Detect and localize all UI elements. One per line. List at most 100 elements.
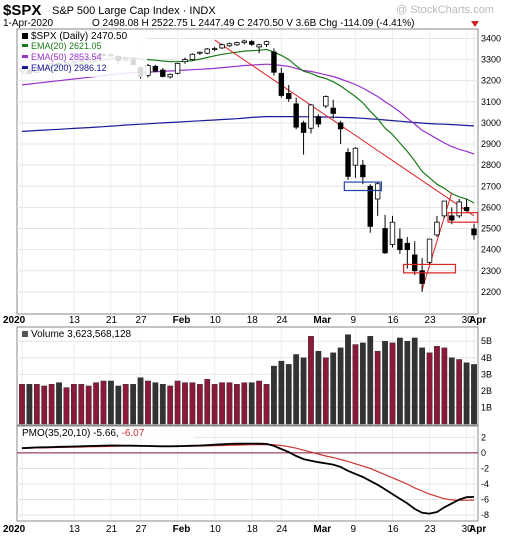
volume-bar — [26, 384, 33, 425]
volume-bar — [300, 357, 307, 425]
volume-bar — [337, 347, 344, 425]
price-tick-label: 3200 — [481, 76, 501, 86]
down-arrow-icon — [471, 21, 479, 27]
volume-bar — [293, 354, 300, 425]
volume-bar — [122, 384, 129, 425]
candle-body — [160, 69, 166, 77]
price-tick-label: 3400 — [481, 33, 501, 43]
date-tick-label: 30 — [462, 524, 474, 535]
candle-body — [300, 122, 307, 133]
pmo-line — [21, 442, 475, 515]
price-tick-label: 2600 — [481, 202, 501, 212]
candle-body — [419, 270, 425, 284]
volume-bar — [204, 379, 211, 425]
date-tick-label: 9 — [350, 315, 356, 326]
volume-bar — [411, 337, 418, 425]
date-tick-label: 23 — [425, 524, 437, 535]
volume-bar — [434, 346, 440, 425]
volume-tick-label: 4B — [481, 353, 492, 363]
volume-bar — [397, 337, 403, 425]
legend-ema200: EMA(200) 2986.12 — [31, 63, 107, 73]
volume-bar — [456, 359, 463, 425]
price-tick-label: 2400 — [481, 245, 501, 255]
candle-body — [286, 92, 292, 100]
volume-bar — [130, 384, 137, 425]
candle-body — [271, 51, 277, 73]
volume-bar — [100, 380, 107, 425]
pmo-signal-value: -6.07 — [122, 428, 145, 439]
candle-body — [426, 238, 433, 263]
candle-body — [241, 40, 247, 44]
price-tick-label: 2700 — [481, 181, 501, 191]
candle-body — [174, 62, 181, 74]
candle-body — [219, 44, 225, 49]
candle-body — [404, 242, 411, 251]
volume-bar — [211, 384, 218, 425]
volume-bar — [196, 384, 203, 425]
date-tick-label: 24 — [276, 315, 288, 326]
pmo-legend-bg — [19, 427, 194, 439]
volume-bar — [367, 336, 374, 425]
date-tick-label: 10 — [210, 315, 222, 326]
volume-bar — [152, 382, 159, 425]
legend-ema20: EMA(20) 2621.05 — [31, 41, 102, 51]
pmo-panel — [16, 425, 479, 522]
trendline — [214, 39, 475, 217]
highlight-box — [343, 181, 382, 192]
date-tick-label: Apr — [469, 315, 486, 326]
volume-bar — [137, 377, 144, 425]
exchange-name: INDX — [189, 5, 216, 17]
volume-bar — [359, 342, 366, 425]
volume-bar — [374, 350, 381, 425]
date-tick-label: 2020 — [3, 524, 26, 535]
date-tick-label: 21 — [106, 524, 118, 535]
candle-body — [182, 59, 188, 63]
candle-body — [256, 44, 262, 48]
candle-body — [189, 53, 196, 60]
volume-bar — [441, 347, 448, 425]
candle-body — [323, 96, 329, 107]
volume-tick-label: 2B — [481, 386, 492, 396]
ema200-swatch — [22, 66, 28, 69]
volume-bar — [322, 357, 329, 425]
volume-bar — [56, 382, 62, 425]
date-tick-label: 9 — [350, 524, 356, 535]
highlight-box — [447, 212, 479, 223]
legend-pmo: PMO(35,20,10) -5.66, -6.07 — [22, 428, 145, 439]
price-legend: $SPX (Daily) 2470.50 EMA(20) 2621.05 EMA… — [19, 30, 147, 77]
date-tick-label: Apr — [469, 524, 486, 535]
volume-bar — [352, 344, 359, 425]
volume-bar — [85, 385, 92, 425]
date-tick-label: Mar — [313, 315, 331, 326]
ema200-line — [21, 115, 475, 132]
volume-bar — [108, 380, 114, 425]
price-tick-label: 2900 — [481, 139, 501, 149]
ticker-label: $SPX — [3, 2, 41, 19]
date-tick-label: 24 — [276, 524, 288, 535]
candle-body — [441, 200, 448, 217]
volume-bar — [426, 352, 433, 425]
candle-body — [449, 215, 455, 221]
volume-bar — [167, 385, 174, 425]
volume-bar — [115, 385, 122, 425]
volume-bar — [159, 384, 166, 425]
legend-volume: Volume 3,623,568,128 — [31, 329, 132, 340]
candle-body — [211, 48, 218, 50]
volume-bar — [330, 352, 337, 425]
date-tick-label: 10 — [210, 524, 222, 535]
volume-swatch — [22, 331, 28, 337]
candle-body — [397, 238, 403, 251]
candle-body — [308, 104, 314, 129]
candle-body — [249, 41, 255, 45]
candle-body — [263, 41, 270, 45]
date-tick-label: 13 — [69, 524, 81, 535]
ema50-swatch — [22, 55, 28, 58]
volume-bar — [271, 365, 277, 425]
candle-body — [463, 207, 470, 211]
volume-bar — [234, 384, 240, 425]
date-tick-label: 18 — [247, 524, 259, 535]
price-tick-label: 2300 — [481, 266, 501, 276]
candle-body — [167, 73, 173, 78]
pmo-tick-label: 2 — [481, 432, 486, 442]
candle-body — [337, 122, 344, 130]
